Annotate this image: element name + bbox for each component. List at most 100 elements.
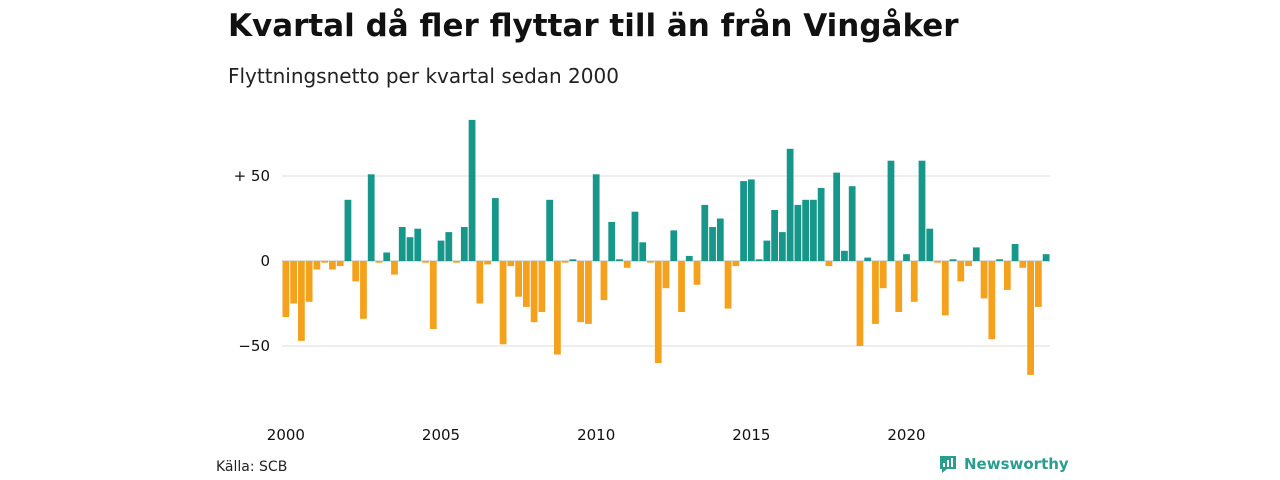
bar <box>965 261 972 267</box>
bar <box>988 261 996 340</box>
x-tick-label: 2005 <box>422 426 460 444</box>
bar <box>569 259 577 261</box>
bar <box>321 261 329 263</box>
bar <box>701 204 709 261</box>
bar <box>538 261 546 312</box>
bar <box>910 261 918 302</box>
bar <box>879 261 887 289</box>
bar <box>507 261 515 267</box>
bar <box>561 261 569 263</box>
bar <box>817 187 825 261</box>
bar <box>732 261 740 267</box>
y-axis: + 50 0 −50 <box>234 167 270 355</box>
x-tick-label: 2020 <box>887 426 925 444</box>
bar <box>972 247 980 261</box>
bar <box>957 261 965 282</box>
bar <box>530 261 538 323</box>
bar <box>398 227 406 261</box>
bar <box>367 174 375 261</box>
bar <box>546 199 554 261</box>
bar <box>1034 261 1042 307</box>
bar <box>763 240 771 261</box>
bar <box>608 221 616 261</box>
bar <box>429 261 437 329</box>
bar <box>298 261 305 341</box>
x-tick-label: 2010 <box>577 426 615 444</box>
bar <box>693 261 701 285</box>
bar <box>522 261 530 307</box>
bar <box>499 261 507 345</box>
bar <box>755 259 763 261</box>
x-tick-label: 2015 <box>732 426 770 444</box>
bar <box>352 261 360 282</box>
bar <box>887 160 895 261</box>
bar <box>577 261 585 323</box>
y-tick-label: −50 <box>238 337 270 355</box>
bar <box>778 232 786 261</box>
bar <box>631 211 639 261</box>
bar <box>794 204 802 261</box>
bar <box>616 259 623 261</box>
bar <box>856 261 864 346</box>
bar <box>740 181 747 261</box>
x-axis: 2000 2005 2010 2015 2020 <box>267 426 926 444</box>
bar <box>864 257 872 261</box>
bar <box>802 199 810 261</box>
bar <box>414 228 422 261</box>
bar <box>848 186 856 261</box>
source-label: Källa: SCB <box>216 459 288 475</box>
bar <box>685 255 693 261</box>
bar <box>344 199 352 261</box>
bar <box>422 261 429 263</box>
bar <box>639 242 647 261</box>
bar <box>678 261 685 312</box>
bar <box>825 261 833 267</box>
bar <box>670 230 678 261</box>
bar <box>476 261 484 304</box>
bar <box>1027 261 1034 375</box>
bar <box>592 174 600 261</box>
bar <box>383 252 391 261</box>
chart-title: Kvartal då fler flyttar till än från Vin… <box>228 8 959 44</box>
bar <box>941 261 949 316</box>
x-tick-label: 2000 <box>267 426 305 444</box>
bar <box>585 261 592 324</box>
bar <box>460 227 468 261</box>
bar <box>305 261 313 302</box>
bar <box>662 261 670 289</box>
bar <box>934 261 941 263</box>
bar <box>895 261 903 312</box>
bar <box>810 199 817 261</box>
bar <box>554 261 561 355</box>
bar <box>1003 261 1011 290</box>
bar <box>329 261 336 270</box>
bar <box>747 179 755 261</box>
bar <box>623 261 631 268</box>
bar <box>841 250 848 261</box>
newsworthy-icon <box>940 456 956 473</box>
bar <box>1011 244 1019 261</box>
bar <box>654 261 662 363</box>
bar <box>903 254 910 261</box>
y-tick-label: + 50 <box>234 167 270 185</box>
bar <box>980 261 988 299</box>
bar <box>918 160 926 261</box>
bar <box>453 261 460 263</box>
bar <box>445 232 453 261</box>
bar <box>600 261 608 301</box>
bar <box>771 210 778 261</box>
bar <box>647 261 654 263</box>
bar <box>786 148 794 261</box>
brand-name: Newsworthy <box>964 455 1069 473</box>
bar <box>515 261 522 297</box>
bar <box>360 261 367 319</box>
bar <box>1019 261 1027 268</box>
bar-layer <box>282 119 1050 375</box>
bar <box>313 261 321 270</box>
bar <box>336 261 344 267</box>
bar <box>716 218 724 261</box>
bar <box>282 261 290 318</box>
bar <box>290 261 298 304</box>
